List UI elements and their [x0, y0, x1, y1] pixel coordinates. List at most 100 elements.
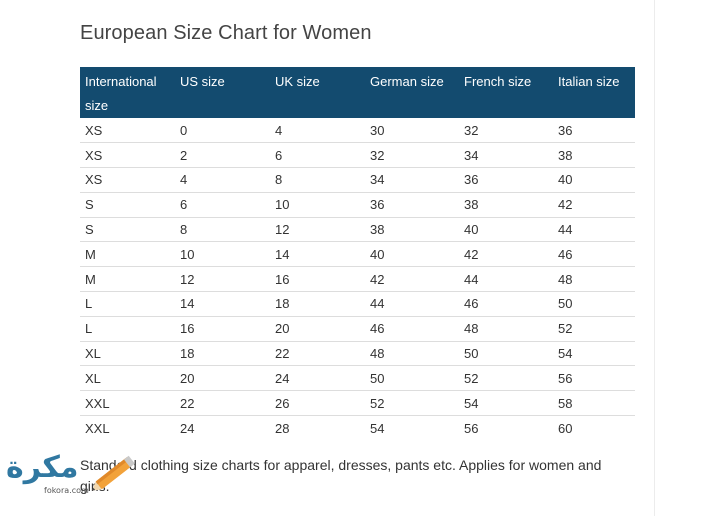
table-cell: S: [80, 216, 175, 242]
table-cell: XS: [80, 167, 175, 193]
table-cell: S: [80, 191, 175, 218]
table-cell: 48: [365, 340, 459, 366]
table-cell: 30: [370, 122, 385, 138]
table-cell: 36: [459, 167, 553, 193]
table-cell: 6: [270, 142, 365, 168]
table-cell: 40: [459, 216, 553, 242]
table-cell: 44: [459, 266, 553, 292]
table-cell: 38: [459, 191, 553, 218]
table-cell: 8: [270, 167, 365, 193]
table-cell: 50: [459, 340, 553, 366]
table-cell: 54: [365, 415, 459, 441]
table-cell: 36: [365, 191, 459, 218]
table-cell: 40: [365, 241, 459, 267]
table-cell: 16: [270, 266, 365, 292]
table-cell: 24: [270, 365, 365, 391]
table-row: XL 18 22 48 50 54: [80, 340, 635, 366]
table-cell: L: [80, 315, 175, 342]
table-cell: 44: [365, 291, 459, 317]
table-cell: 2: [175, 142, 270, 168]
table-cell: 54: [459, 390, 553, 416]
size-chart-table: International size US size UK size Germa…: [80, 67, 635, 441]
table-cell: 22: [270, 340, 365, 366]
table-cell: 42: [459, 241, 553, 267]
table-cell: 56: [459, 415, 553, 441]
table-row: XL 20 24 50 52 56: [80, 365, 635, 391]
content-divider: [654, 0, 655, 516]
table-cell: 12: [175, 266, 270, 292]
table-cell: 42: [553, 191, 635, 218]
table-cell: 16: [175, 315, 270, 342]
table-cell: 28: [270, 415, 365, 441]
table-cell: 56: [553, 365, 635, 391]
table-cell: 46: [459, 291, 553, 317]
table-cell: 44: [553, 216, 635, 242]
table-cell: XL: [80, 365, 175, 391]
table-cell: 0: [180, 122, 188, 138]
table-cell: 42: [365, 266, 459, 292]
table-row: XS 4 8 34 36 40: [80, 167, 635, 193]
table-cell: XXL: [80, 415, 175, 441]
table-cell: 46: [365, 315, 459, 342]
table-cell: 40: [553, 167, 635, 193]
table-row: M 10 14 40 42 46: [80, 241, 635, 267]
table-cell: 50: [365, 365, 459, 391]
table-cell: 38: [365, 216, 459, 242]
table-row: L 16 20 46 48 52: [80, 315, 635, 342]
table-header-row: International size US size UK size Germa…: [80, 67, 635, 118]
table-cell: 36: [558, 122, 573, 138]
table-cell: 54: [553, 340, 635, 366]
table-row: M 12 16 42 44 48: [80, 266, 635, 292]
table-cell: 58: [553, 390, 635, 416]
table-cell: 32: [464, 122, 479, 138]
table-cell: 10: [175, 241, 270, 267]
table-cell: 6: [175, 191, 270, 218]
watermark-logo-text: مكرة: [6, 450, 79, 485]
table-cell: XS: [80, 142, 175, 168]
table-cell: 52: [365, 390, 459, 416]
header-uk-size: UK size: [270, 67, 365, 118]
table-row: S 8 12 38 40 44: [80, 216, 635, 242]
header-french-size: French size: [459, 67, 553, 118]
table-row: L 14 18 44 46 50: [80, 291, 635, 317]
table-cell: 48: [553, 266, 635, 292]
table-cell: XS: [85, 122, 103, 138]
table-cell: XL: [80, 340, 175, 366]
table-cell: 46: [553, 241, 635, 267]
table-row: S 6 10 36 38 42: [80, 191, 635, 218]
table-cell: M: [80, 266, 175, 292]
table-cell: XXL: [80, 390, 175, 416]
footnote-text: Standard clothing size charts for appare…: [80, 457, 602, 494]
table-cell: L: [80, 291, 175, 317]
table-cell: 18: [270, 291, 365, 317]
table-cell: 60: [553, 415, 635, 441]
table-cell: 34: [365, 167, 459, 193]
table-cell: 12: [270, 216, 365, 242]
table-body: XS 0 4 30 32 36 XS 2 6 32 34 38 XS 4 8 34 36 40 S 6 10 36 38 42…: [80, 118, 635, 441]
header-international-size: International size: [80, 67, 175, 118]
table-cell: 52: [553, 315, 635, 342]
table-cell: 20: [270, 315, 365, 342]
table-header: International size US size UK size Germa…: [80, 67, 635, 118]
table-cell: 48: [459, 315, 553, 342]
table-cell: 24: [175, 415, 270, 441]
page-title: European Size Chart for Women: [80, 22, 372, 44]
table-cell: M: [80, 241, 175, 267]
table-cell: 20: [175, 365, 270, 391]
table-cell: 26: [270, 390, 365, 416]
table-cell: 50: [553, 291, 635, 317]
table-row: XXL 24 28 54 56 60: [80, 415, 635, 441]
table-cell: 38: [553, 142, 635, 168]
table-cell: 52: [459, 365, 553, 391]
table-cell: 14: [175, 291, 270, 317]
table-row: XS 0 4 30 32 36: [80, 118, 635, 143]
table-cell: 32: [365, 142, 459, 168]
table-row: XXL 22 26 52 54 58: [80, 390, 635, 416]
header-us-size: US size: [175, 67, 270, 118]
table-cell: 10: [270, 191, 365, 218]
table-cell: 4: [175, 167, 270, 193]
table-cell: 14: [270, 241, 365, 267]
table-cell: 34: [459, 142, 553, 168]
header-german-size: German size: [365, 67, 459, 118]
table-cell: 18: [175, 340, 270, 366]
